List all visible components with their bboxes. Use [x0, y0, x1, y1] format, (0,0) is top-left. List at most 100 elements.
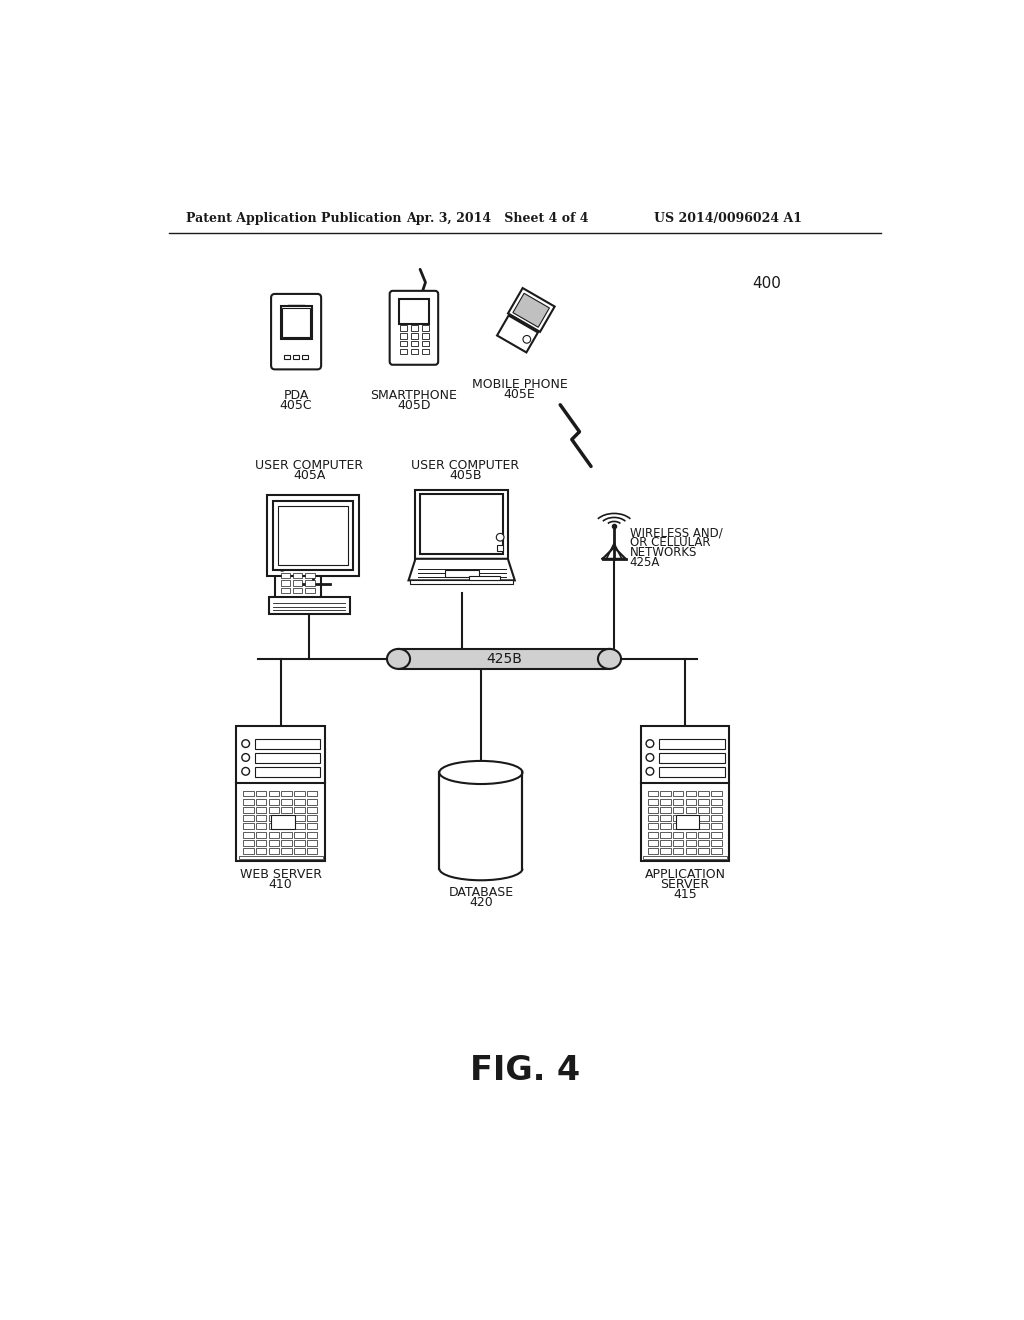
Bar [307, 840, 317, 846]
Bar [698, 799, 709, 805]
Bar [411, 341, 418, 346]
Bar [281, 306, 311, 339]
Ellipse shape [598, 649, 621, 669]
Text: 405D: 405D [397, 400, 431, 412]
Bar [281, 533, 314, 540]
Bar [237, 726, 325, 861]
Polygon shape [513, 293, 550, 327]
Polygon shape [508, 288, 555, 331]
Text: 405A: 405A [293, 469, 326, 482]
Bar [294, 832, 304, 838]
Text: 420: 420 [469, 896, 493, 909]
Bar [307, 807, 317, 813]
Bar [673, 791, 683, 796]
Bar [698, 816, 709, 821]
Bar [244, 840, 254, 846]
Bar [307, 791, 317, 796]
Bar [294, 816, 304, 821]
Bar [711, 791, 722, 796]
Bar [294, 840, 304, 846]
Bar [256, 816, 266, 821]
Bar [256, 849, 266, 854]
Text: Patent Application Publication: Patent Application Publication [186, 213, 401, 224]
Circle shape [646, 739, 653, 747]
Bar [711, 832, 722, 838]
Bar [647, 807, 658, 813]
Bar [293, 549, 302, 554]
Circle shape [646, 767, 653, 775]
Bar [282, 840, 292, 846]
Bar [268, 840, 280, 846]
Bar [294, 799, 304, 805]
Text: 400: 400 [753, 276, 781, 292]
Bar [256, 824, 266, 829]
Bar [673, 832, 683, 838]
Ellipse shape [387, 649, 410, 669]
Bar [711, 816, 722, 821]
Bar [659, 752, 725, 763]
Bar [293, 557, 302, 562]
Text: APPLICATION: APPLICATION [644, 869, 725, 882]
Text: 410: 410 [269, 878, 293, 891]
Bar [244, 799, 254, 805]
Bar [444, 570, 478, 577]
Bar [400, 326, 407, 331]
Bar [281, 589, 290, 594]
Bar [673, 799, 683, 805]
Bar [282, 799, 292, 805]
Bar [422, 341, 429, 346]
Bar [686, 840, 696, 846]
Bar [660, 816, 671, 821]
Bar [268, 791, 280, 796]
Bar [711, 824, 722, 829]
Bar [283, 308, 310, 337]
Bar [420, 494, 503, 554]
Bar [641, 726, 729, 861]
Bar [307, 799, 317, 805]
Bar [239, 855, 323, 859]
Bar [268, 849, 280, 854]
Bar [244, 816, 254, 821]
Bar [400, 333, 407, 339]
Bar [686, 807, 696, 813]
Bar [422, 333, 429, 339]
Bar [400, 348, 407, 354]
Bar [255, 739, 321, 748]
Bar [268, 597, 349, 614]
Bar [698, 791, 709, 796]
Bar [410, 581, 513, 585]
Bar [281, 524, 314, 531]
Bar [281, 581, 290, 586]
Text: USER COMPUTER: USER COMPUTER [255, 459, 364, 471]
Bar [302, 355, 308, 359]
Bar [647, 849, 658, 854]
Circle shape [242, 739, 250, 747]
Bar [267, 495, 359, 576]
Bar [305, 573, 314, 578]
Bar [416, 490, 508, 558]
Bar [294, 807, 304, 813]
Text: 425A: 425A [630, 557, 659, 569]
Bar [268, 832, 280, 838]
Circle shape [646, 754, 653, 762]
Circle shape [280, 565, 286, 572]
Bar [673, 816, 683, 821]
Bar [284, 355, 290, 359]
Bar [281, 557, 290, 562]
Bar [439, 772, 522, 869]
Bar [278, 506, 348, 565]
Bar [673, 849, 683, 854]
Bar [281, 573, 290, 578]
Bar [660, 791, 671, 796]
Bar [643, 855, 727, 859]
Bar [307, 832, 317, 838]
Bar [711, 807, 722, 813]
Bar [279, 521, 316, 552]
Bar [411, 348, 418, 354]
Bar [305, 589, 314, 594]
Text: WEB SERVER: WEB SERVER [240, 869, 322, 882]
Bar [659, 767, 725, 776]
Bar [244, 791, 254, 796]
Text: SMARTPHONE: SMARTPHONE [371, 389, 458, 403]
Bar [660, 849, 671, 854]
